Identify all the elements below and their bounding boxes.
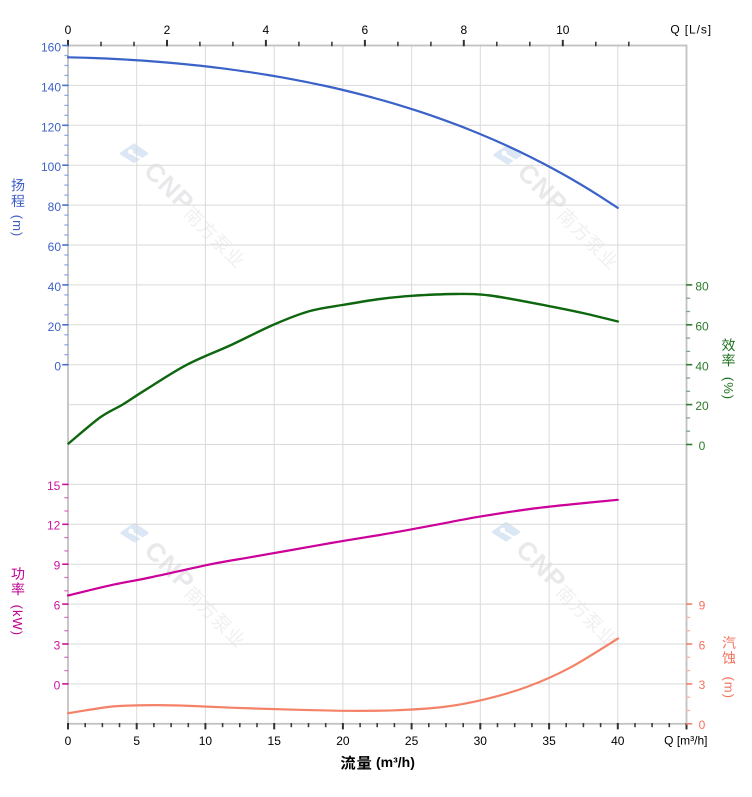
svg-text:8: 8	[460, 23, 467, 37]
svg-text:0: 0	[65, 734, 72, 748]
svg-text:6: 6	[699, 638, 706, 652]
svg-text:40: 40	[48, 280, 62, 294]
svg-text:20: 20	[48, 320, 62, 334]
svg-text:100: 100	[41, 160, 61, 174]
svg-text:80: 80	[695, 280, 709, 294]
svg-text:6: 6	[54, 599, 61, 613]
svg-text:35: 35	[542, 734, 556, 748]
svg-text:5: 5	[133, 734, 140, 748]
svg-text:25: 25	[405, 734, 419, 748]
svg-text:2: 2	[164, 23, 171, 37]
svg-text:6: 6	[362, 23, 369, 37]
svg-text:3: 3	[699, 678, 706, 692]
svg-text:0: 0	[54, 678, 61, 692]
svg-text:0: 0	[65, 23, 72, 37]
svg-text:9: 9	[699, 598, 706, 612]
svg-text:(m): (m)	[10, 215, 25, 238]
svg-text:10: 10	[199, 734, 213, 748]
svg-text:3: 3	[54, 638, 61, 652]
svg-text:60: 60	[48, 240, 62, 254]
svg-text:40: 40	[611, 734, 625, 748]
svg-text:140: 140	[41, 80, 61, 94]
svg-text:0: 0	[54, 360, 61, 374]
svg-text:(kW): (kW)	[10, 605, 25, 636]
svg-text:120: 120	[41, 120, 61, 134]
svg-text:15: 15	[47, 479, 61, 493]
svg-text:20: 20	[336, 734, 350, 748]
svg-text:9: 9	[54, 559, 61, 573]
svg-text:(%): (%)	[721, 377, 736, 400]
svg-text:0: 0	[699, 718, 706, 732]
svg-text:40: 40	[695, 359, 709, 373]
svg-text:60: 60	[695, 319, 709, 333]
svg-text:10: 10	[556, 23, 570, 37]
svg-text:Q [m³/h]: Q [m³/h]	[664, 734, 707, 748]
svg-text:12: 12	[47, 519, 61, 533]
svg-text:80: 80	[48, 200, 62, 214]
svg-text:30: 30	[474, 734, 488, 748]
svg-text:(m): (m)	[722, 676, 737, 699]
svg-text:160: 160	[41, 41, 61, 55]
svg-text:0: 0	[699, 439, 706, 453]
svg-text:(m³/h): (m³/h)	[376, 754, 415, 770]
svg-text:20: 20	[695, 399, 709, 413]
svg-text:4: 4	[263, 23, 270, 37]
svg-text:15: 15	[268, 734, 282, 748]
svg-text:Q [L/s]: Q [L/s]	[670, 23, 712, 37]
